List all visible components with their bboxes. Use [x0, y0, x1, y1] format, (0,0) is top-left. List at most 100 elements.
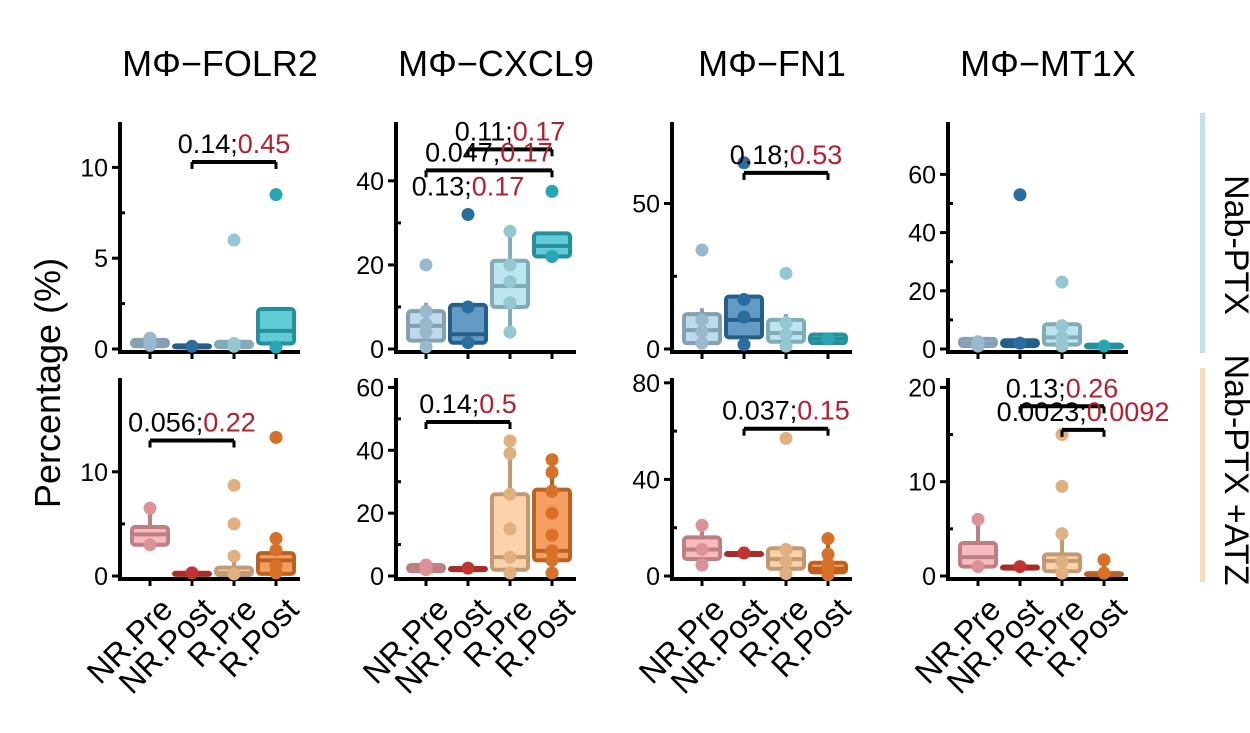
y-tick-label: 10 — [80, 459, 108, 487]
significance-bracket: 0.056;0.22 — [128, 408, 256, 448]
data-point-nr-post — [1013, 188, 1027, 202]
bracket-label: 0.11;0.17 — [455, 116, 566, 146]
bracket-label: 0.14;0.45 — [178, 129, 291, 159]
y-axis-label: Percentage (%) — [27, 258, 68, 508]
data-point-r-pre — [227, 517, 241, 531]
bracket-label: 0.18;0.53 — [730, 140, 843, 170]
column-title-4: MΦ−MT1X — [960, 43, 1136, 84]
data-point-nr-post — [737, 310, 751, 324]
p-value: 0.056; — [128, 408, 203, 438]
data-point-r-pre — [503, 296, 517, 310]
panel-m-folr2-row-1: 0 5 10 0.14;0.45 — [80, 122, 300, 364]
data-point-r-post — [821, 532, 835, 546]
data-point-r-post — [269, 559, 283, 573]
data-point-nr-post — [737, 546, 751, 560]
y-tick-label: 0 — [370, 336, 384, 364]
box-r-post — [256, 307, 296, 349]
row-label-bar-nab-ptx — [1200, 113, 1205, 353]
data-point-r-post — [821, 557, 835, 571]
y-tick-label: 20 — [908, 278, 936, 306]
data-point-r-pre — [1055, 479, 1069, 493]
significance-bracket: 0.11;0.17 — [455, 116, 566, 157]
data-point-r-post — [269, 430, 283, 444]
data-point-nr-pre — [695, 313, 709, 327]
p-value: 0.13; — [412, 172, 472, 202]
q-value: 0.0092 — [1087, 397, 1170, 427]
data-point-r-post — [545, 544, 559, 558]
data-point-r-pre — [1055, 275, 1069, 289]
data-point-r-post — [545, 250, 559, 264]
data-point-r-pre — [503, 258, 517, 272]
p-value: 0.11; — [455, 116, 513, 146]
p-value: 0.14; — [419, 389, 479, 419]
data-point-nr-pre — [419, 317, 433, 331]
p-value: 0.037; — [722, 396, 797, 426]
row-label-bar-nab-ptx-atz — [1200, 368, 1205, 582]
y-tick-label: 10 — [908, 469, 936, 497]
data-point-nr-post — [1013, 336, 1027, 350]
y-tick-label: 0 — [922, 563, 936, 591]
data-point-nr-pre — [419, 304, 433, 318]
data-point-nr-pre — [971, 512, 985, 526]
data-point-nr-pre — [695, 336, 709, 350]
data-point-r-pre — [1055, 319, 1069, 333]
data-point-nr-pre — [971, 560, 985, 574]
box-body — [256, 307, 296, 346]
q-value: 0.17 — [500, 137, 553, 167]
data-point-nr-pre — [143, 331, 157, 345]
data-point-r-pre — [779, 431, 793, 445]
data-point-r-post — [821, 547, 835, 561]
data-point-nr-pre — [695, 518, 709, 532]
data-point-r-pre — [503, 550, 517, 564]
box-nr-pre — [130, 508, 170, 547]
q-value: 0.5 — [479, 389, 517, 419]
bracket-label: 0.0023;0.0092 — [997, 397, 1170, 427]
significance-bracket: 0.18;0.53 — [730, 140, 843, 180]
data-point-r-post — [821, 332, 835, 346]
data-point-r-pre — [779, 316, 793, 330]
data-point-r-post — [545, 465, 559, 479]
y-tick-label: 40 — [632, 466, 660, 494]
y-tick-label: 20 — [356, 500, 384, 528]
column-title-2: MΦ−CXCL9 — [398, 43, 594, 84]
data-point-r-pre — [503, 275, 517, 289]
data-point-r-pre — [779, 555, 793, 569]
data-point-r-pre — [503, 522, 517, 536]
data-point-r-pre — [779, 542, 793, 556]
p-value: 0.047; — [425, 137, 500, 167]
row-label-nab-ptx: Nab-PTX — [1217, 175, 1250, 315]
data-point-r-pre — [1055, 527, 1069, 541]
data-point-nr-post — [461, 336, 475, 350]
data-point-nr-pre — [695, 243, 709, 257]
data-point-r-pre — [227, 549, 241, 563]
q-value: 0.22 — [203, 408, 256, 438]
significance-bracket: 0.047;0.17 — [424, 137, 554, 178]
row-label-nab-ptx-atz: Nab-PTX +ATZ — [1217, 355, 1250, 586]
data-point-r-pre — [227, 233, 241, 247]
data-point-r-pre — [779, 339, 793, 353]
data-point-r-pre — [503, 446, 517, 460]
y-tick-label: 0 — [370, 563, 384, 591]
data-point-nr-pre — [695, 542, 709, 556]
data-point-nr-post — [737, 156, 751, 170]
bracket-label: 0.047;0.17 — [425, 137, 553, 167]
p-value: 0.14; — [178, 129, 238, 159]
data-point-nr-pre — [419, 558, 433, 572]
significance-bracket: 0.0023;0.0092 — [997, 397, 1170, 437]
data-point-nr-pre — [143, 538, 157, 552]
y-tick-label: 0 — [94, 563, 108, 591]
p-value: 0.0023; — [997, 397, 1087, 427]
data-point-nr-post — [737, 293, 751, 307]
data-point-r-post — [269, 340, 283, 354]
data-point-r-post — [269, 543, 283, 557]
y-tick-label: 10 — [80, 154, 108, 182]
y-tick-label: 20 — [356, 252, 384, 280]
panel-m-cxcl9-row-2: 0 20 40 60 0.14;0.5 — [356, 374, 576, 591]
data-point-nr-post — [737, 338, 751, 352]
data-point-r-post — [1097, 553, 1111, 567]
q-value: 0.17 — [472, 172, 525, 202]
y-tick-label: 40 — [356, 168, 384, 196]
data-point-r-post — [545, 566, 559, 580]
annotation-label: 0.13;0.17 — [412, 172, 525, 202]
q-value: 0.15 — [797, 396, 850, 426]
